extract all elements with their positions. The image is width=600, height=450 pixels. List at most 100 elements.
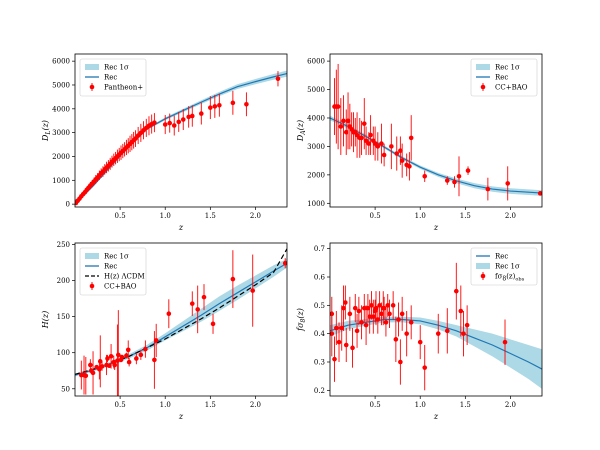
data-marker [208, 105, 213, 110]
legend-box [470, 247, 538, 286]
data-marker [356, 308, 362, 314]
data-marker [379, 311, 384, 317]
data-marker [90, 370, 96, 376]
legend-swatch-band [85, 64, 99, 70]
data-marker [361, 121, 367, 126]
data-marker [350, 345, 355, 351]
data-point [452, 176, 457, 188]
data-point [330, 311, 335, 357]
data-point [537, 191, 542, 196]
data-marker [152, 357, 157, 363]
data-point [230, 250, 236, 308]
data-point [208, 96, 213, 120]
x-tick-label: 2.0 [250, 401, 261, 409]
data-marker [133, 136, 138, 141]
data-point [505, 166, 511, 201]
data-point [133, 130, 138, 147]
legend-label: CC+BAO [495, 84, 528, 92]
data-marker [106, 363, 112, 368]
data-marker [105, 356, 110, 361]
legend: Rec Rec 1σ fσ8(z)obs [470, 247, 538, 286]
data-point [399, 143, 405, 178]
data-marker [83, 373, 89, 379]
legend-swatch-marker [89, 282, 95, 290]
y-tick-label: 6000 [52, 58, 70, 66]
data-point [502, 319, 508, 365]
data-point [456, 156, 462, 197]
x-tick-label: 0.5 [115, 212, 126, 220]
lcdm-line [75, 248, 287, 375]
legend-label: Rec 1σ [495, 263, 520, 271]
data-marker [112, 362, 117, 368]
data-marker [354, 328, 360, 334]
data-point [393, 316, 399, 362]
y-tick-label: 3000 [307, 143, 325, 151]
y-tick-label: 200 [57, 277, 70, 285]
data-marker [361, 305, 367, 311]
legend-swatch-marker [480, 272, 486, 280]
data-marker [422, 173, 428, 179]
data-marker [390, 303, 396, 308]
data-point [105, 354, 110, 363]
axes-frame [74, 53, 288, 208]
legend-box [79, 247, 147, 296]
data-marker [88, 362, 93, 368]
data-point [359, 120, 364, 155]
x-tick-label: 1.5 [460, 401, 471, 409]
y-axis-label: H(z) [41, 311, 50, 329]
data-marker [417, 339, 423, 345]
data-point [108, 344, 114, 369]
y-tick-label: 1000 [52, 177, 70, 185]
legend-label: Rec [104, 263, 117, 271]
data-marker [379, 141, 384, 146]
plot-area [330, 63, 542, 201]
plot-area [75, 70, 287, 206]
legend-label: Rec [495, 253, 508, 261]
y-tick-label: 0.2 [314, 387, 325, 395]
x-tick-label: 0.5 [370, 212, 381, 220]
data-marker [244, 101, 249, 107]
data-point [435, 313, 441, 354]
data-point [485, 177, 491, 201]
data-point [171, 115, 177, 136]
data-point [361, 294, 367, 323]
legend-swatch-band [476, 263, 490, 269]
data-marker [367, 314, 372, 319]
data-marker [126, 359, 132, 365]
y-tick-label: 3000 [52, 129, 70, 137]
y-tick-label: 0.5 [314, 302, 325, 310]
legend: Rec 1σ Rec H(z) ΛCDM CC+BAO [79, 247, 147, 296]
legend-label: CC+BAO [104, 283, 137, 291]
plot-area [330, 262, 542, 391]
data-marker [464, 322, 470, 328]
data-marker [452, 179, 457, 185]
data-point [116, 310, 121, 396]
data-marker [408, 135, 414, 141]
data-point [422, 345, 428, 391]
data-marker [230, 100, 236, 106]
data-point [141, 121, 146, 140]
y-tick-label: 2000 [307, 171, 325, 179]
x-tick-label: 1.5 [460, 212, 471, 220]
y-tick-label: 2000 [52, 153, 70, 161]
legend-label: Rec 1σ [104, 64, 129, 72]
data-marker [385, 303, 391, 308]
data-marker [383, 320, 389, 325]
data-marker [332, 356, 337, 362]
data-point [381, 143, 387, 167]
y-tick-label: 6000 [307, 58, 325, 66]
data-marker [347, 311, 353, 317]
data-marker [97, 359, 103, 364]
data-marker [180, 117, 186, 122]
data-point [90, 351, 96, 395]
data-marker [341, 118, 346, 124]
data-marker [124, 353, 129, 358]
data-marker [166, 311, 172, 317]
data-point [83, 357, 89, 395]
data-marker [394, 151, 400, 156]
y-tick-label: 0.3 [314, 359, 325, 367]
data-point [143, 340, 148, 358]
axes-frame [329, 242, 543, 397]
